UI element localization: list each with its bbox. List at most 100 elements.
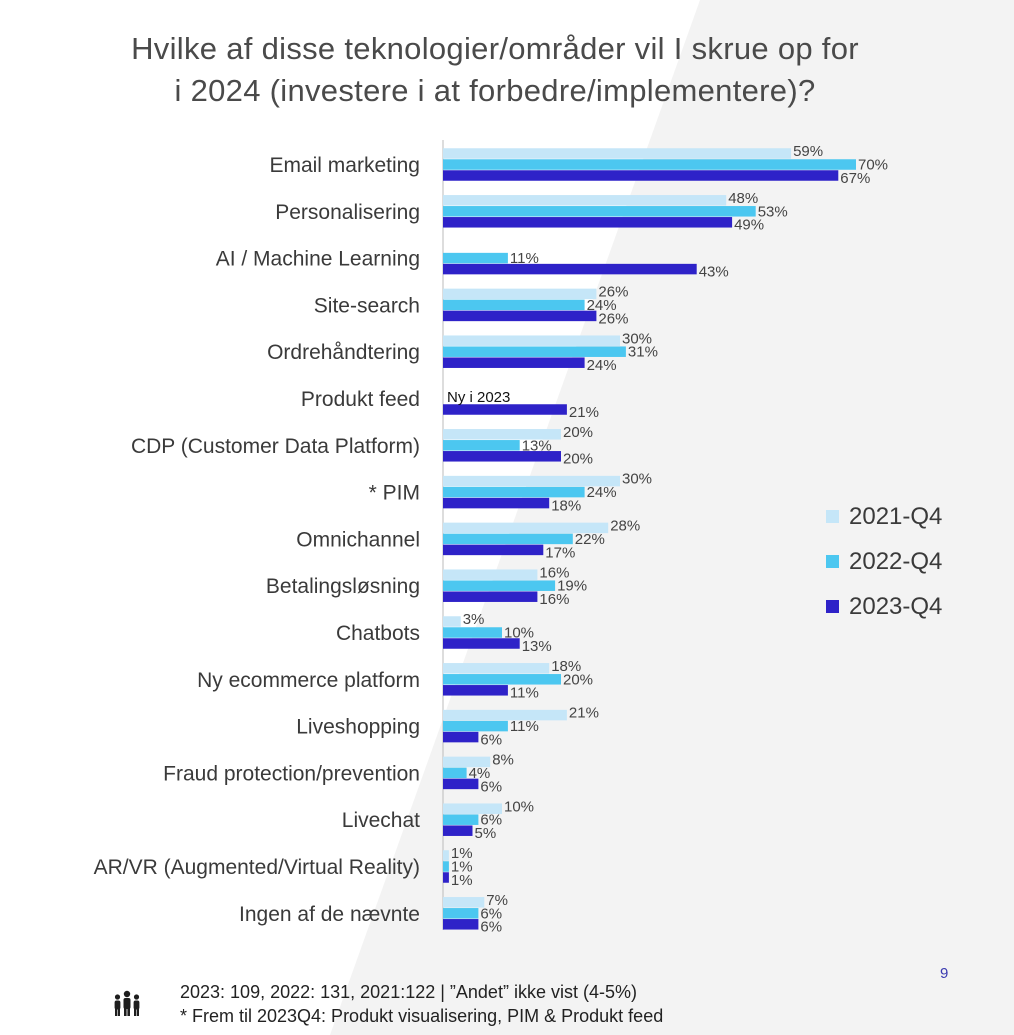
bar <box>443 544 544 556</box>
value-label: 19% <box>557 578 587 595</box>
footer-footnote: * Frem til 2023Q4: Produkt visualisering… <box>180 1006 664 1026</box>
bar <box>443 475 620 487</box>
category-label: Site-search <box>314 294 420 317</box>
page-number: 9 <box>940 965 949 982</box>
value-label: 11% <box>510 250 539 267</box>
category-label: Ingen af de nævnte <box>239 903 420 926</box>
bar <box>443 825 473 836</box>
category-label: Liveshopping <box>296 716 420 739</box>
category-label: Ny ecommerce platform <box>197 669 420 692</box>
value-label: 20% <box>563 424 593 441</box>
category-label: AI / Machine Learning <box>216 248 420 271</box>
bar <box>443 263 697 275</box>
category-label: Ordrehåndtering <box>267 341 420 364</box>
category-label: Chatbots <box>336 622 420 645</box>
category-label: Fraud protection/prevention <box>163 762 420 785</box>
bar <box>443 195 727 206</box>
value-label: 59% <box>793 143 823 160</box>
value-label: 10% <box>504 625 534 642</box>
value-label: 8% <box>492 752 514 769</box>
value-label: 16% <box>539 591 569 608</box>
value-label: 17% <box>545 544 575 561</box>
value-label: 11% <box>510 718 539 735</box>
bar <box>443 756 491 768</box>
bar <box>443 451 561 462</box>
bar <box>443 919 479 930</box>
legend-label-2022: 2022-Q4 <box>849 547 943 575</box>
bar <box>443 217 733 228</box>
value-label: 21% <box>569 404 599 421</box>
bar <box>443 335 620 346</box>
bar <box>443 803 502 814</box>
bar <box>443 486 585 498</box>
bar <box>443 404 567 415</box>
category-label: Betalingsløsning <box>266 575 420 598</box>
bar <box>443 148 792 159</box>
value-label: 26% <box>598 284 628 301</box>
value-label: 5% <box>475 825 497 842</box>
bar <box>443 850 449 861</box>
value-label: 26% <box>598 310 628 327</box>
value-label: 1% <box>451 859 473 876</box>
bar <box>443 346 626 357</box>
bar <box>443 569 538 580</box>
legend-label-2021: 2021-Q4 <box>849 502 943 530</box>
legend-swatch-2023 <box>826 600 839 613</box>
bar <box>443 429 561 440</box>
bar <box>443 731 479 743</box>
value-label: 48% <box>728 190 758 207</box>
bar <box>443 206 756 217</box>
footer-notes: 2023: 109, 2022: 131, 2021:122 | ”Andet”… <box>180 980 663 1028</box>
bar <box>443 674 561 685</box>
bar <box>443 897 485 908</box>
value-label: 20% <box>563 671 593 688</box>
bar <box>443 638 520 649</box>
value-label: 6% <box>480 778 502 795</box>
bar <box>443 497 550 509</box>
bar <box>443 591 538 602</box>
value-label: 16% <box>539 564 569 581</box>
value-label: 18% <box>551 498 581 515</box>
bar <box>443 252 508 264</box>
bar <box>443 627 502 638</box>
value-label: 24% <box>587 357 617 374</box>
value-label: 24% <box>587 484 617 501</box>
annotation-label: Ny i 2023 <box>447 389 510 406</box>
people-icon <box>114 990 140 1016</box>
title-line-2: i 2024 (investere i at forbedre/implemen… <box>174 73 816 108</box>
chart-legend: 2021-Q4 2022-Q4 2023-Q4 <box>826 494 942 629</box>
legend-swatch-2021 <box>826 510 839 523</box>
value-label: 30% <box>622 330 652 347</box>
value-label: 67% <box>840 170 870 187</box>
value-label: 1% <box>451 845 473 862</box>
category-label: Livechat <box>342 809 420 832</box>
value-label: 22% <box>575 531 605 548</box>
value-label: 18% <box>551 658 581 675</box>
category-label: AR/VR (Augmented/Virtual Reality) <box>94 856 420 879</box>
bar <box>443 288 597 300</box>
bar <box>443 357 585 368</box>
title-line-1: Hvilke af disse teknologier/områder vil … <box>131 31 859 66</box>
bar <box>443 685 508 696</box>
bar <box>443 814 479 825</box>
value-label: 4% <box>469 765 491 782</box>
value-label: 28% <box>610 518 640 535</box>
value-label: 53% <box>758 203 788 220</box>
value-label: 20% <box>563 451 593 468</box>
value-label: 24% <box>587 297 617 314</box>
category-label: Personalisering <box>275 201 420 224</box>
bar <box>443 778 479 790</box>
legend-item-2023: 2023-Q4 <box>826 584 942 629</box>
bar <box>443 908 479 919</box>
value-label: 13% <box>522 437 552 454</box>
category-label: * PIM <box>369 482 420 505</box>
value-label: 6% <box>480 732 502 749</box>
bar <box>443 533 573 545</box>
bar <box>443 299 585 311</box>
legend-swatch-2022 <box>826 555 839 568</box>
category-label: CDP (Customer Data Platform) <box>131 435 420 458</box>
bar <box>443 663 550 674</box>
legend-label-2023: 2023-Q4 <box>849 592 943 620</box>
bar <box>443 861 449 872</box>
